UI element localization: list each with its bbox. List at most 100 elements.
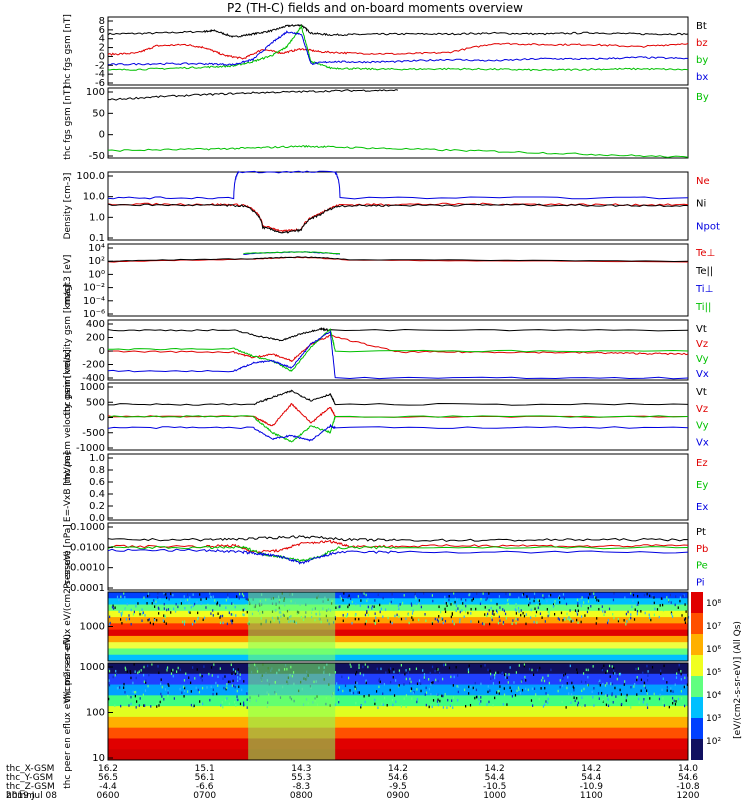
panel-9-speckle xyxy=(643,594,645,597)
panel-10-speckle xyxy=(683,685,685,689)
panel-10-speckle xyxy=(492,682,495,685)
panel-9-speckle xyxy=(366,599,368,603)
panel-9-speckle xyxy=(358,617,360,621)
panel-10-speckle xyxy=(416,682,419,685)
panel-10-speckle xyxy=(677,697,680,701)
panel-9-speckle xyxy=(530,608,532,612)
panel-9-speckle xyxy=(183,623,186,626)
panel-9-speckle xyxy=(210,595,212,599)
panel-10-speckle xyxy=(675,700,677,703)
panel-10-speckle xyxy=(398,669,401,672)
panel-10-speckle xyxy=(157,665,159,668)
panel-9-speckle xyxy=(675,595,677,598)
panel-10-speckle xyxy=(616,677,618,681)
panel-10-speckle xyxy=(398,684,400,687)
panel-9-speckle xyxy=(550,593,552,597)
panel-9-speckle xyxy=(393,608,395,612)
panel-10-speckle xyxy=(550,668,552,672)
panel-10-speckle xyxy=(510,689,513,693)
panel-1-frame xyxy=(107,16,689,86)
panel-9-speckle xyxy=(163,593,165,597)
panel-10-frame xyxy=(107,662,689,761)
panel-3-legend-Ni: Ni xyxy=(696,199,706,210)
panel-10-speckle xyxy=(232,679,234,683)
panel-9-speckle xyxy=(391,621,393,625)
panel-6-series-Vx xyxy=(107,423,689,442)
panel-8-series-Pe xyxy=(107,545,689,563)
panel-8-ytick: 0.0010 xyxy=(70,563,105,574)
panel-10-speckle xyxy=(566,686,568,690)
panel-9-speckle xyxy=(480,597,482,601)
panel-10-speckle xyxy=(425,703,427,707)
panel-6-series-Vy xyxy=(107,415,689,443)
panel-10-speckle xyxy=(431,665,434,669)
panel-10-speckle xyxy=(452,696,455,699)
panel-9-speckle xyxy=(640,610,642,613)
panel-9-speckle xyxy=(515,617,517,621)
panel-10-speckle xyxy=(403,683,405,686)
panel-10-speckle xyxy=(480,696,482,699)
ephemeris-value: 1200 xyxy=(677,791,700,800)
panel-9-speckle xyxy=(456,598,458,602)
panel-9-speckle xyxy=(632,599,634,603)
panel-10-speckle xyxy=(192,703,194,707)
panel-10-speckle xyxy=(246,692,248,695)
panel-10-speckle xyxy=(666,681,668,684)
panel-10-speckle xyxy=(357,691,359,694)
panel-8-legend-Pb: Pb xyxy=(696,544,708,555)
panel-9-speckle xyxy=(411,616,413,619)
panel-10-speckle xyxy=(494,696,496,700)
panel-9-speckle xyxy=(341,605,343,609)
panel-10-speckle xyxy=(212,688,214,692)
panel-9-speckle xyxy=(496,610,498,614)
panel-10-speckle xyxy=(378,677,381,681)
panel-9-speckle xyxy=(503,609,506,613)
panel-9-speckle xyxy=(586,610,589,614)
panel-10-speckle xyxy=(438,671,441,675)
panel-9-speckle xyxy=(548,594,550,598)
panel-9-speckle xyxy=(203,616,206,620)
panel-9-speckle xyxy=(617,617,619,621)
panel-9-speckle xyxy=(637,603,639,606)
panel-9-speckle xyxy=(142,611,145,614)
panel-10-speckle xyxy=(233,700,236,704)
panel-10-speckle xyxy=(675,676,678,679)
panel-10-speckle xyxy=(142,673,145,677)
panel-9-speckle xyxy=(121,608,123,611)
panel-10-speckle xyxy=(577,701,580,705)
ephemeris-value: 16.2 xyxy=(98,764,118,774)
panel-10-speckle xyxy=(455,665,457,669)
panel-10-speckle xyxy=(435,678,437,682)
panel-9-speckle xyxy=(202,618,204,622)
panel-10-speckle xyxy=(350,665,352,668)
panel-10-spectrogram xyxy=(108,663,689,761)
panel-9-speckle xyxy=(628,617,630,621)
panel-9-speckle xyxy=(497,621,500,625)
panel-9-speckle xyxy=(674,603,676,607)
panel-9-speckle xyxy=(490,606,492,610)
panel-9-speckle xyxy=(109,615,111,619)
ephemeris-row-label: hhmm xyxy=(6,791,35,800)
panel-10-speckle xyxy=(680,672,682,676)
panel-9-speckle xyxy=(399,603,401,606)
panel-10-speckle xyxy=(383,682,386,686)
panel-9-speckle xyxy=(186,598,189,602)
panel-10-speckle xyxy=(130,702,132,706)
ephemeris-value: 1100 xyxy=(580,791,603,800)
panel-10-speckle xyxy=(203,665,205,668)
panel-9-speckle xyxy=(512,619,514,622)
panel-10-speckle xyxy=(392,703,394,707)
panel-10-speckle xyxy=(666,689,668,692)
panel-9-speckle xyxy=(488,592,490,595)
panel-9-speckle xyxy=(560,611,563,615)
panel-10-speckle xyxy=(368,694,370,697)
panel-10-speckle xyxy=(653,692,655,696)
panel-10-speckle xyxy=(134,670,136,673)
panel-9-speckle xyxy=(149,621,151,625)
panel-9-speckle xyxy=(366,611,368,614)
panel-9-speckle xyxy=(478,620,480,624)
panel-9-speckle xyxy=(447,602,449,606)
panel-10-speckle xyxy=(670,687,672,690)
panel-9-speckle xyxy=(221,614,224,618)
panel-10-speckle xyxy=(685,685,687,688)
